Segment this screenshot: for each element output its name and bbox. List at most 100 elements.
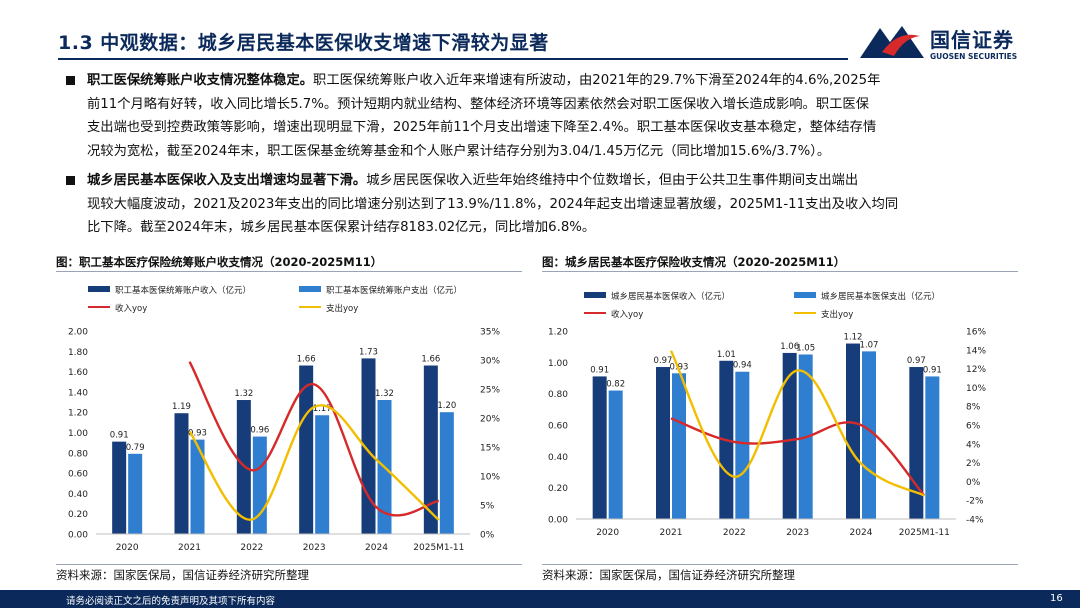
bar-value-label: 1.05 [796, 344, 815, 354]
series-line [670, 417, 926, 497]
x-axis-tick: 2024 [850, 528, 873, 538]
y-axis-left-tick: 0.20 [548, 484, 568, 494]
bar [299, 365, 314, 534]
paragraph-line: 前11个月略有好转，收入同比增长5.7%。预计短期内就业结构、整体经济环境等因素… [87, 96, 870, 112]
bar-value-label: 1.12 [844, 333, 863, 343]
footer-disclaimer: 请务必阅读正文之后的免责声明及其项下所有内容 [66, 596, 276, 607]
y-axis-left-tick: 0.80 [68, 449, 88, 459]
y-axis-left-tick: 0.00 [68, 531, 88, 541]
x-axis-tick: 2021 [660, 528, 683, 538]
figure-title-right: 图：城乡居民基本医疗保险收支情况（2020-2025M11） [542, 255, 846, 269]
bar [782, 352, 797, 519]
bar-value-label: 1.07 [860, 340, 879, 350]
bar [128, 453, 143, 534]
y-axis-left-tick: 1.00 [68, 429, 88, 439]
bar [862, 351, 876, 519]
bar [423, 365, 438, 534]
bar-value-label: 1.19 [172, 402, 191, 412]
bar-value-label: 0.94 [733, 361, 752, 371]
x-axis-tick: 2021 [178, 543, 201, 553]
title-divider [58, 58, 848, 60]
y-axis-left-tick: 0.00 [548, 516, 568, 526]
y-axis-left-tick: 0.60 [68, 470, 88, 480]
chart-employee-insurance: 职工基本医保统筹账户收入（亿元） 职工基本医保统筹账户支出（亿元） 收入yoy 支出y… [68, 285, 500, 553]
x-axis-tick: 2022 [240, 543, 263, 553]
guosen-logo-icon [860, 26, 924, 58]
x-axis-tick: 2024 [365, 543, 388, 553]
x-axis-tick: 2022 [723, 528, 746, 538]
y-axis-right-tick: 12% [966, 365, 986, 375]
paragraph-line: 现较大幅度波动，2021及2023年支出的同比增速分别达到了13.9%/11.8… [87, 196, 899, 212]
legend-label: 职工基本医保统筹账户收入（亿元） [115, 285, 251, 296]
y-axis-right-tick: 14% [966, 346, 986, 356]
legend-label: 城乡居民基本医保收入（亿元） [611, 291, 730, 302]
x-axis-tick: 2025M1-11 [899, 528, 950, 538]
bar [112, 441, 127, 534]
y-axis-right-tick: 2% [966, 459, 981, 469]
series-line [669, 350, 925, 497]
x-axis-tick: 2020 [116, 543, 139, 553]
bar-value-label: 1.32 [375, 389, 394, 399]
bar [909, 367, 924, 519]
y-axis-left-tick: 1.80 [68, 348, 88, 358]
x-axis-tick: 2020 [596, 528, 619, 538]
bar-value-label: 1.73 [359, 347, 378, 357]
paragraph-lead: 职工医保统筹账户收支情况整体稳定。 [87, 73, 314, 88]
bar-value-label: 0.79 [126, 443, 145, 453]
bar-value-label: 0.96 [250, 426, 269, 436]
paragraph-text: 城乡居民医保收入近些年始终维持中个位数增长，但由于公共卫生事件期间支出端出 [366, 173, 859, 188]
y-axis-right-tick: 16% [966, 328, 986, 338]
y-axis-right-tick: 0% [966, 478, 981, 488]
bar-value-label: 0.91 [923, 365, 942, 375]
logo-english-name: GUOSEN SECURITIES [930, 52, 1018, 61]
bar-value-label: 0.82 [606, 380, 625, 390]
y-axis-left-tick: 1.00 [548, 359, 568, 369]
x-axis-tick: 2023 [303, 543, 326, 553]
bar [439, 412, 454, 534]
y-axis-right-tick: -2% [966, 497, 984, 507]
y-axis-left-tick: 1.20 [548, 328, 568, 338]
y-axis-right-tick: 8% [966, 403, 981, 413]
legend-swatch [299, 286, 321, 292]
y-axis-right-tick: 15% [480, 444, 500, 454]
bar-value-label: 0.91 [590, 365, 609, 375]
paragraph-line: 支出端也受到控费政策等影响，增速出现明显下滑，2025年前11个月支出增速下降至… [87, 120, 877, 135]
bar-value-label: 1.66 [297, 355, 316, 365]
series-line [188, 404, 440, 521]
bar-value-label: 0.93 [188, 429, 207, 439]
x-axis-tick: 2025M1-11 [413, 543, 464, 553]
y-axis-left-tick: 1.60 [68, 368, 88, 378]
y-axis-right-tick: 10% [480, 473, 500, 483]
figure-frame-right [542, 271, 1018, 565]
company-logo: 国信证券 GUOSEN SECURITIES [858, 22, 1028, 64]
bar-value-label: 1.20 [437, 401, 456, 411]
y-axis-right-tick: 25% [480, 386, 500, 396]
bar [656, 367, 670, 519]
paragraph-line: 况较为宽松，截至2024年末，职工医保基金统筹基金和个人账户累计结存分别为3.0… [87, 143, 831, 159]
bar [592, 376, 607, 519]
y-axis-right-tick: 5% [480, 502, 495, 512]
series-line [188, 361, 440, 517]
bar-value-label: 1.17 [313, 404, 332, 414]
y-axis-right-tick: 4% [966, 440, 981, 450]
page-number: 16 [1050, 593, 1063, 604]
figure-title-left: 图：职工基本医疗保险统筹账户收支情况（2020-2025M11） [56, 255, 383, 269]
legend-label: 收入yoy [611, 309, 643, 320]
paragraph-line: 比下降。截至2024年末，城乡居民基本医保累计结存8183.02亿元，同比增加6… [87, 220, 596, 235]
bar [315, 415, 330, 534]
figure-frame-left [56, 271, 522, 565]
legend-label: 收入yoy [115, 303, 147, 314]
legend-swatch [584, 292, 606, 298]
legend-label: 支出yoy [326, 303, 358, 314]
bar [190, 439, 205, 534]
y-axis-left-tick: 0.40 [68, 490, 88, 500]
legend-label: 城乡居民基本医保支出（亿元） [821, 291, 940, 302]
bar-value-label: 1.66 [421, 355, 440, 365]
bar [672, 373, 686, 519]
y-axis-right-tick: 10% [966, 384, 986, 394]
paragraph-resident-insurance: 城乡居民基本医保收入及支出增速均显著下滑。城乡居民医保收入近些年始终维持中个位数… [66, 169, 1036, 240]
y-axis-left-tick: 0.40 [548, 453, 568, 463]
bar [174, 413, 189, 534]
legend-label: 支出yoy [821, 309, 853, 320]
legend-swatch [794, 292, 816, 298]
